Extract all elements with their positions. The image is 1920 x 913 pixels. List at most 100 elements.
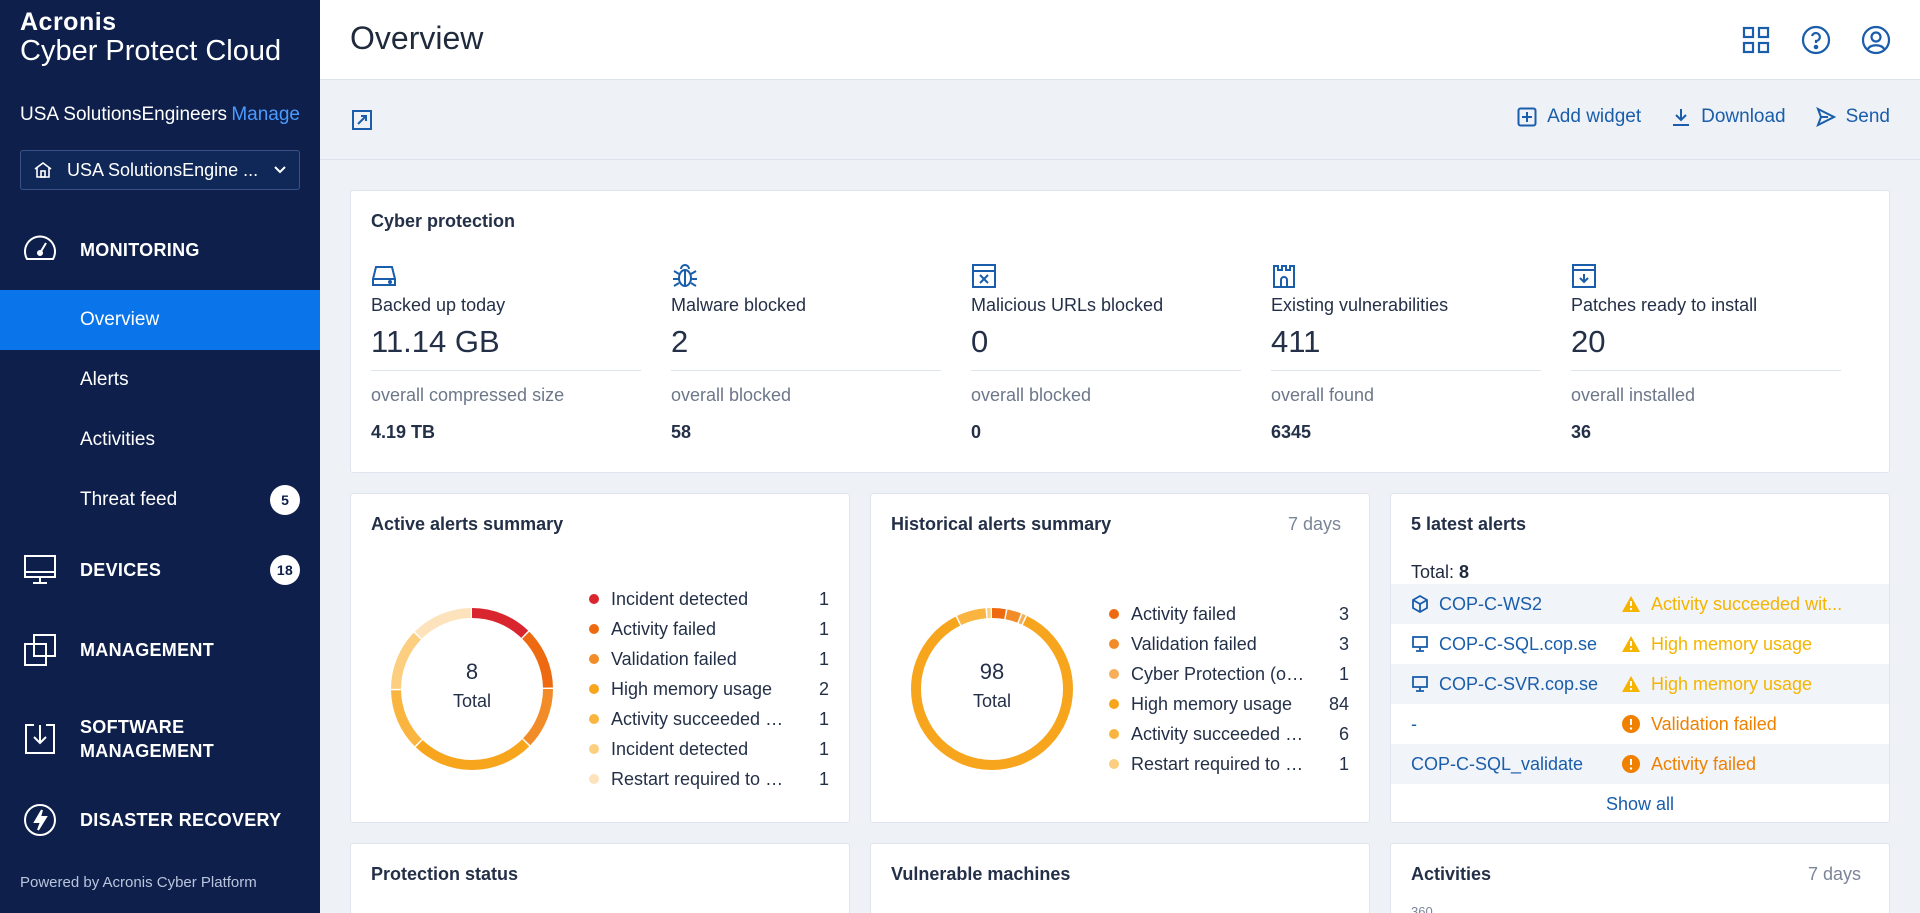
- table-row: - Validation failed: [1391, 704, 1889, 744]
- widget-title: Active alerts summary: [371, 514, 564, 534]
- nav-section-label: MONITORING: [80, 239, 200, 260]
- legend-label: Activity failed: [611, 618, 717, 639]
- brand-name: Acronis: [20, 8, 117, 36]
- stat-patches: Patches ready to install 20 overall inst…: [1571, 261, 1841, 443]
- send-icon: [1815, 107, 1836, 127]
- management-icon: [20, 630, 60, 670]
- stat-label: Malicious URLs blocked: [971, 295, 1164, 315]
- widget-period: 7 days: [1807, 864, 1861, 884]
- page-title: Overview: [350, 20, 484, 56]
- legend-value: 1: [1338, 663, 1349, 684]
- nav-section-label: DEVICES: [80, 559, 162, 580]
- user-account-icon[interactable]: [1858, 22, 1894, 58]
- sidebar-item-alerts[interactable]: Alerts: [0, 350, 320, 410]
- legend-label: Restart required to co...: [611, 768, 789, 789]
- legend-item[interactable]: Incident detected 1: [589, 584, 829, 614]
- sidebar-item-activities[interactable]: Activities: [0, 410, 320, 470]
- legend-item[interactable]: Activity failed 3: [1109, 599, 1349, 629]
- donut-segment[interactable]: [391, 608, 553, 770]
- legend-item[interactable]: Activity succeeded wit... 1: [589, 704, 829, 734]
- legend-dot: [1109, 759, 1119, 769]
- nav-section-software-management[interactable]: SOFTWARE MANAGEMENT: [0, 714, 320, 764]
- donut-segment[interactable]: [911, 608, 1073, 770]
- stat-sub-value: 4.19 TB: [371, 422, 436, 442]
- legend-dot: [589, 684, 599, 694]
- sidebar-item-overview[interactable]: Overview: [0, 290, 320, 350]
- legend-label: Cyber Protection (or ...: [1131, 663, 1309, 684]
- donut-total-value: 8: [465, 659, 479, 684]
- add-widget-button[interactable]: Add widget: [1517, 106, 1641, 128]
- monitor-icon: [1411, 675, 1429, 693]
- stat-sub-value: 36: [1571, 422, 1592, 442]
- legend-label: Incident detected: [611, 588, 749, 609]
- legend-item[interactable]: Restart required to co... 1: [589, 764, 829, 794]
- legend-item[interactable]: Incident detected 1: [589, 734, 829, 764]
- software-download-icon: [20, 719, 60, 759]
- send-button[interactable]: Send: [1815, 106, 1890, 128]
- nav-section-label-line1: SOFTWARE: [80, 717, 185, 737]
- error-icon: [1621, 714, 1641, 734]
- alert-device-link[interactable]: COP-C-SQL_validate: [1391, 754, 1621, 775]
- alert-device-link[interactable]: COP-C-WS2: [1391, 594, 1621, 615]
- help-icon[interactable]: [1798, 22, 1834, 58]
- donut-center: 98 Total: [907, 659, 1077, 712]
- legend-value: 1: [818, 708, 829, 729]
- expand-icon[interactable]: [348, 106, 376, 134]
- legend-dot: [1109, 699, 1119, 709]
- legend-item[interactable]: High memory usage 84: [1109, 689, 1349, 719]
- speedometer-icon: [20, 230, 60, 270]
- legend-item[interactable]: Validation failed 3: [1109, 629, 1349, 659]
- alert-status-text: Validation failed: [1651, 713, 1777, 734]
- activities-axis-tick: 360: [1411, 904, 1433, 913]
- alert-device-link[interactable]: -: [1391, 714, 1621, 735]
- vulnerable-machines-widget: Vulnerable machines: [870, 843, 1370, 913]
- tenant-selector[interactable]: USA SolutionsEngine ...: [20, 150, 300, 190]
- active-alerts-donut: [391, 608, 553, 770]
- widget-title: Protection status: [371, 864, 519, 884]
- alert-device-link[interactable]: COP-C-SQL.cop.se: [1391, 634, 1621, 655]
- nav-section-devices[interactable]: DEVICES 18: [0, 550, 320, 590]
- stat-label: Existing vulnerabilities: [1271, 295, 1449, 315]
- legend-item[interactable]: Activity failed 1: [589, 614, 829, 644]
- nav-section-monitoring[interactable]: MONITORING: [0, 230, 320, 270]
- page-header: Overview: [320, 0, 1920, 80]
- show-all-link[interactable]: Show all: [1605, 794, 1675, 814]
- alert-device-link[interactable]: COP-C-SVR.cop.se: [1391, 674, 1621, 695]
- legend-item[interactable]: Activity succeeded wi... 6: [1109, 719, 1349, 749]
- historical-alerts-donut: [911, 608, 1073, 770]
- legend-label: Activity succeeded wi...: [1131, 723, 1309, 744]
- building-icon: [33, 160, 55, 180]
- donut-segment[interactable]: [911, 608, 1073, 770]
- legend-item[interactable]: High memory usage 2: [589, 674, 829, 704]
- table-row: COP-C-WS2 Activity succeeded wit...: [1391, 584, 1889, 624]
- stat-backed-up: Backed up today 11.14 GB overall compres…: [371, 261, 641, 443]
- manage-link[interactable]: Manage: [231, 104, 300, 125]
- download-label: Download: [1701, 106, 1786, 127]
- download-button[interactable]: Download: [1671, 106, 1786, 128]
- sidebar: Acronis Cyber Protect Cloud USA Solution…: [0, 0, 320, 913]
- brand-product: Cyber Protect Cloud: [20, 35, 282, 67]
- donut-total-label: Total: [972, 691, 1012, 711]
- donut-total-label: Total: [452, 691, 492, 711]
- legend-dot: [589, 774, 599, 784]
- stat-label: Backed up today: [371, 295, 506, 315]
- tenant-selector-value: USA SolutionsEngine ...: [67, 159, 259, 180]
- legend-item[interactable]: Validation failed 1: [589, 644, 829, 674]
- apps-grid-icon[interactable]: [1738, 22, 1774, 58]
- legend-label: High memory usage: [1131, 693, 1293, 714]
- nav-section-label-line2: MANAGEMENT: [80, 741, 214, 761]
- legend-item[interactable]: Cyber Protection (or ... 1: [1109, 659, 1349, 689]
- legend-dot: [1109, 729, 1119, 739]
- send-label: Send: [1845, 106, 1890, 127]
- legend-dot: [589, 654, 599, 664]
- legend-value: 1: [818, 648, 829, 669]
- alert-status-text: Activity failed: [1651, 753, 1757, 774]
- sidebar-item-threat-feed[interactable]: Threat feed 5: [0, 470, 320, 530]
- stat-value: 0: [971, 324, 1241, 371]
- nav-section-management[interactable]: MANAGEMENT: [0, 630, 320, 670]
- toolbar-actions: Add widget Download Send: [1517, 106, 1890, 128]
- donut-segment[interactable]: [391, 608, 553, 770]
- stat-sub-value: 6345: [1271, 422, 1312, 442]
- legend-item[interactable]: Restart required to c... 1: [1109, 749, 1349, 779]
- nav-section-disaster-recovery[interactable]: DISASTER RECOVERY: [0, 800, 320, 840]
